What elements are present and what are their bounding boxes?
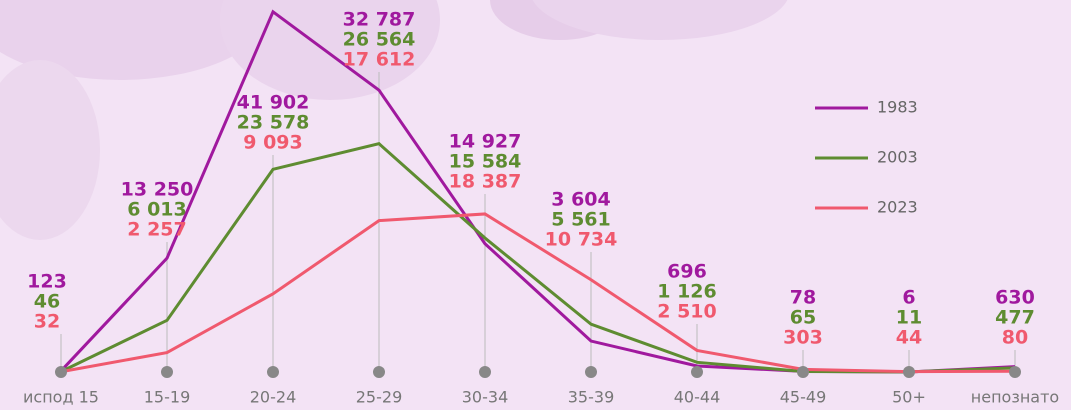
x-tick-label: 50+ (892, 388, 926, 407)
value-label: 630 (995, 287, 1035, 309)
value-label: 18 387 (449, 171, 522, 193)
value-label: 14 927 (449, 131, 522, 153)
page: испод 15 1234632 15-19 13 2506 0132 257 20-2… (0, 0, 1071, 410)
legend-label: 2023 (877, 198, 918, 217)
value-label: 5 561 (551, 209, 611, 231)
value-label: 46 (34, 291, 60, 313)
value-label: 32 (34, 311, 60, 333)
x-tick-label: непознато (971, 388, 1059, 407)
value-label: 696 (667, 261, 707, 283)
value-label: 6 (902, 287, 915, 309)
x-tick-label: 45-49 (780, 388, 827, 407)
category-dot (1009, 366, 1021, 378)
legend-label: 2003 (877, 148, 918, 167)
x-tick-label: 25-29 (356, 388, 403, 407)
value-label: 80 (1002, 327, 1028, 349)
value-label: 17 612 (343, 49, 416, 71)
value-label: 3 604 (551, 189, 611, 211)
category-dot (903, 366, 915, 378)
value-label: 26 564 (343, 29, 416, 51)
value-label: 10 734 (545, 229, 618, 251)
value-label: 11 (896, 307, 922, 329)
x-tick-label: 20-24 (250, 388, 297, 407)
x-tick-label: испод 15 (23, 388, 99, 407)
category-dot (691, 366, 703, 378)
value-label: 9 093 (243, 132, 303, 154)
value-label: 13 250 (121, 179, 194, 201)
category-dot (479, 366, 491, 378)
category-dot (55, 366, 67, 378)
value-label: 303 (783, 327, 823, 349)
value-label: 1 126 (657, 281, 717, 303)
category-dot (797, 366, 809, 378)
value-label: 44 (896, 327, 922, 349)
value-label: 23 578 (237, 112, 310, 134)
value-label: 2 510 (657, 301, 717, 323)
category-dot (585, 366, 597, 378)
x-tick-label: 15-19 (144, 388, 191, 407)
legend-label: 1983 (877, 98, 918, 117)
chart: испод 15 1234632 15-19 13 2506 0132 257 20-2… (0, 0, 1071, 410)
value-label: 65 (790, 307, 816, 329)
x-tick-label: 40-44 (674, 388, 721, 407)
value-label: 78 (790, 287, 816, 309)
x-tick-label: 35-39 (568, 388, 615, 407)
series-line (61, 144, 1015, 372)
value-label: 15 584 (449, 151, 522, 173)
value-label: 477 (995, 307, 1035, 329)
value-label: 6 013 (127, 199, 187, 221)
value-label: 32 787 (343, 9, 416, 31)
value-label: 123 (27, 271, 67, 293)
category-dot (373, 366, 385, 378)
category-dot (161, 366, 173, 378)
x-tick-label: 30-34 (462, 388, 509, 407)
category-dot (267, 366, 279, 378)
value-label: 41 902 (237, 92, 310, 114)
value-label: 2 257 (127, 219, 187, 241)
